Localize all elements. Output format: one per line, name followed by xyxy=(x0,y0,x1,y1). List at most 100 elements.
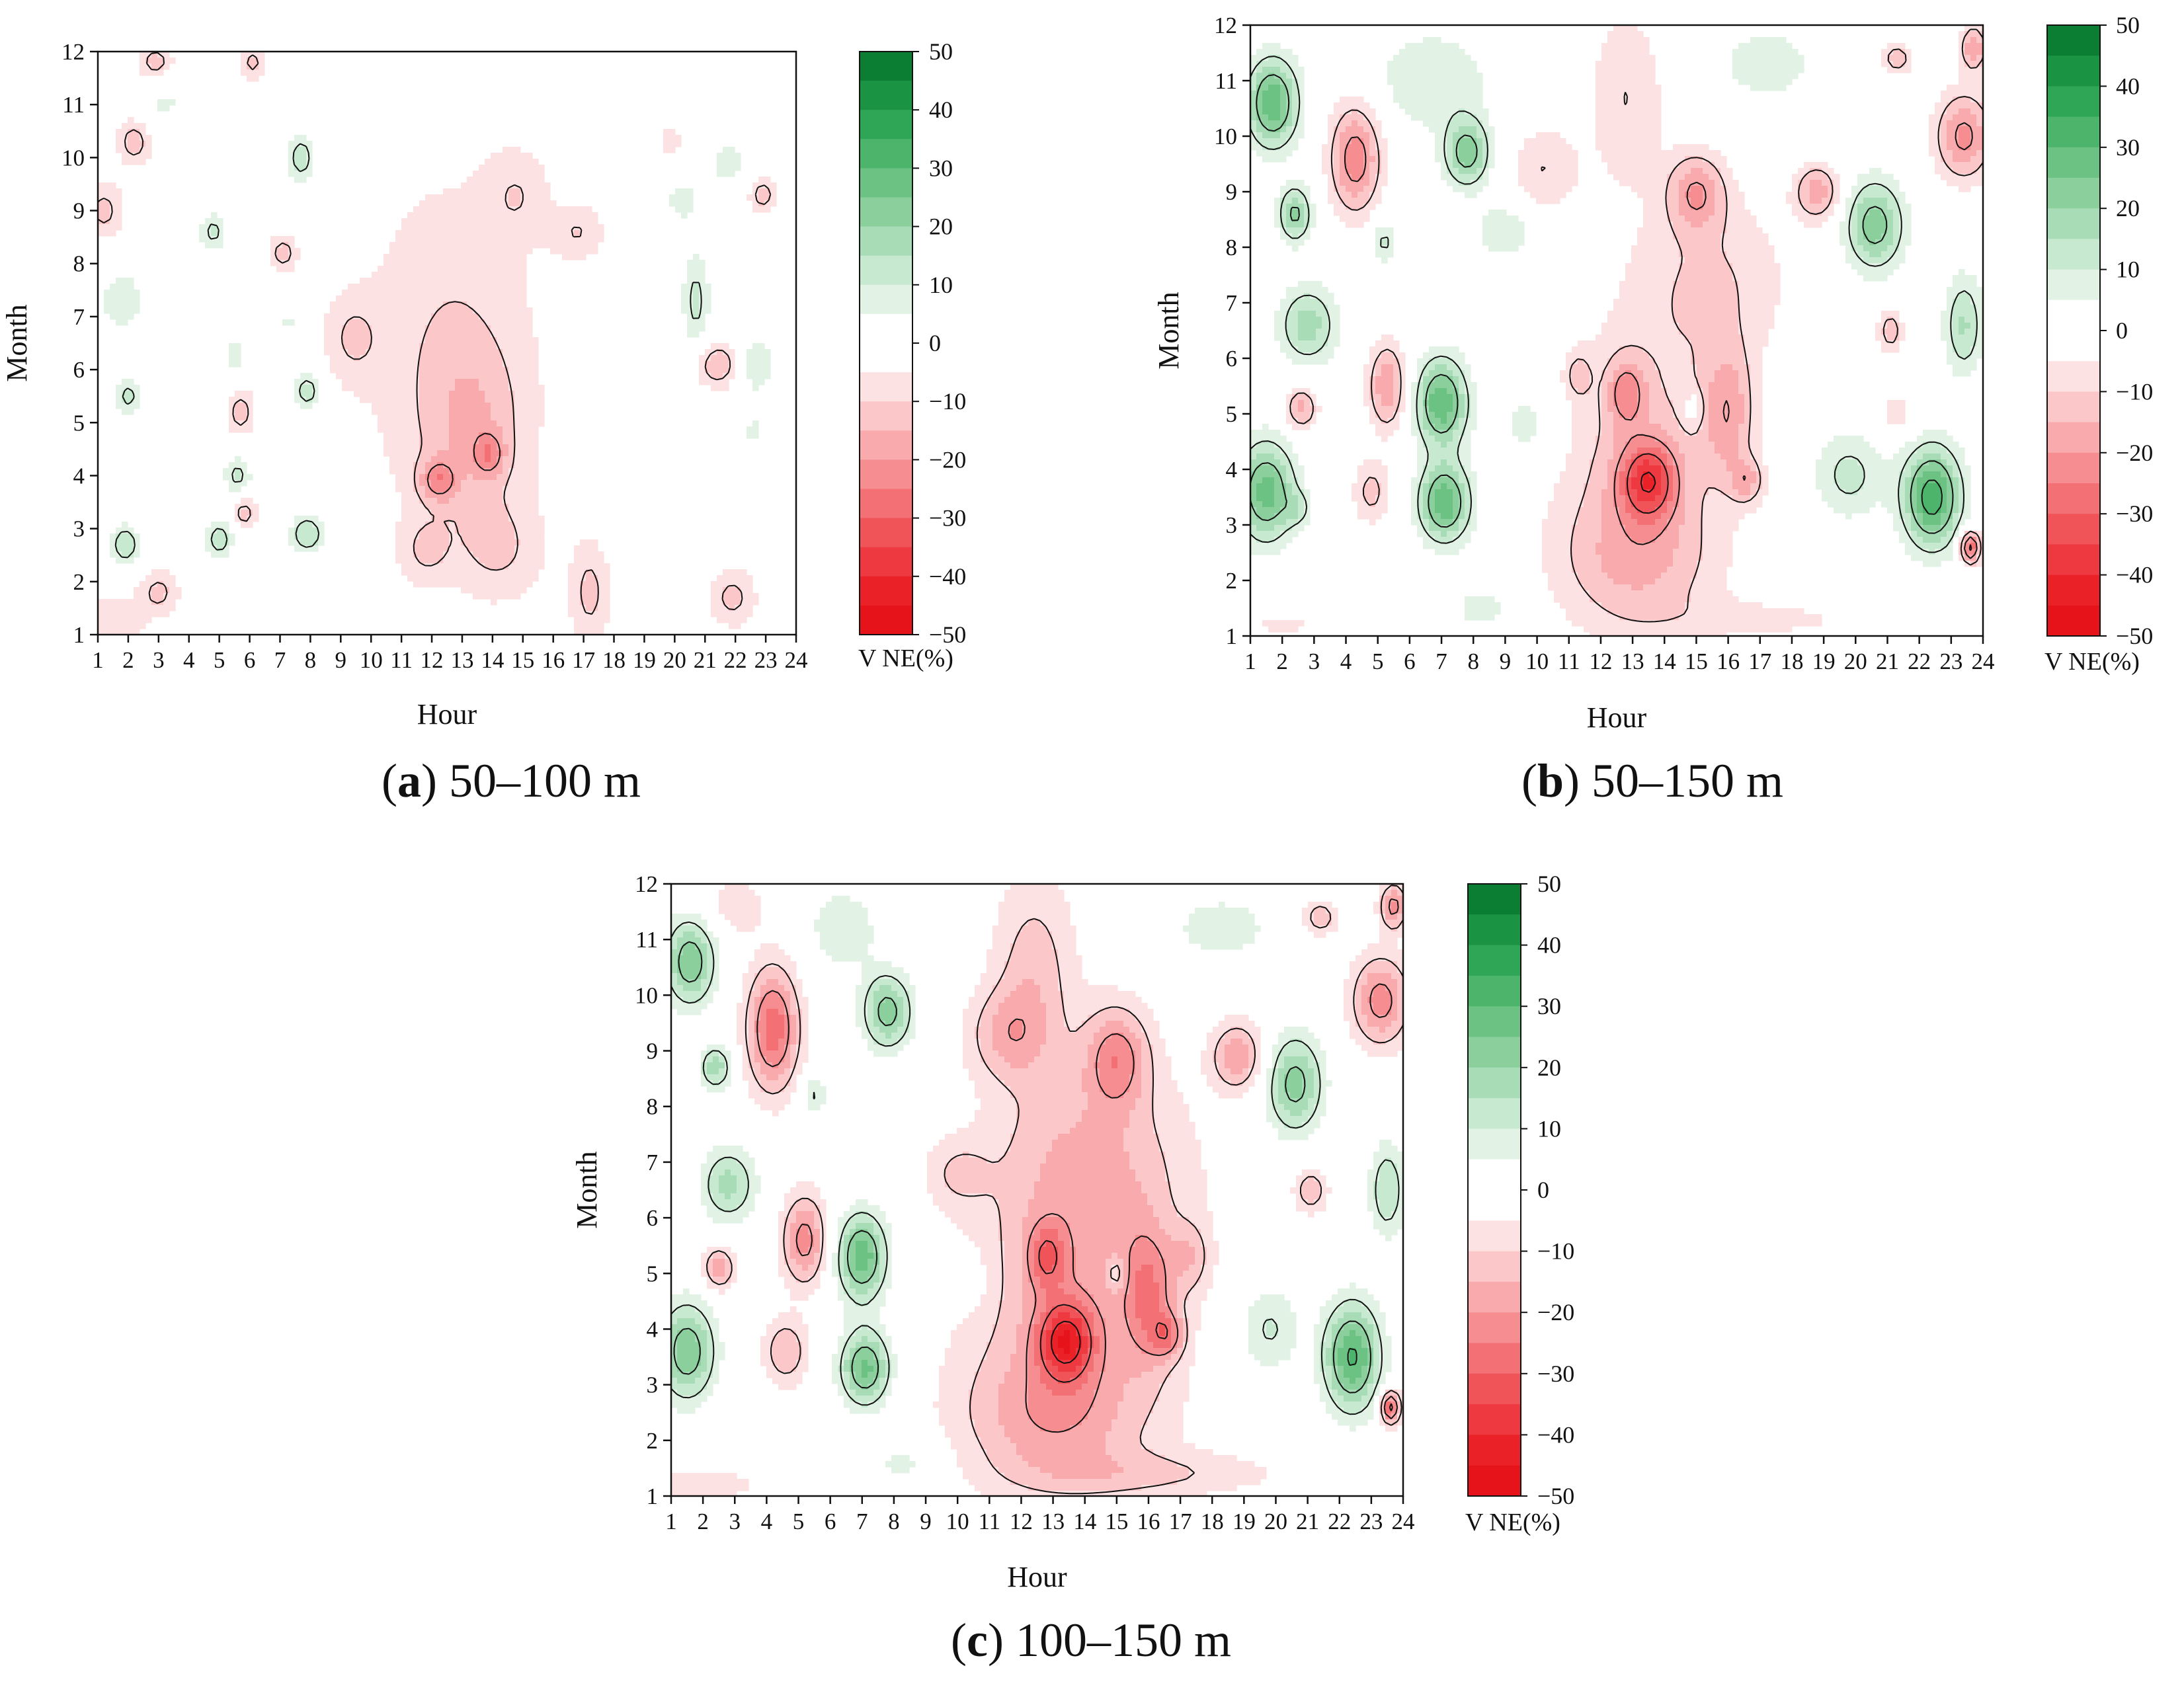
heatmap-cell xyxy=(1643,97,1650,103)
heatmap-cell xyxy=(1935,126,1941,133)
heatmap-cell xyxy=(1738,73,1745,79)
heatmap-cell xyxy=(1429,97,1436,103)
heatmap-cell xyxy=(467,212,473,219)
heatmap-cell xyxy=(1869,257,1876,264)
heatmap-cell xyxy=(1387,61,1394,67)
heatmap-cell xyxy=(1625,263,1632,270)
heatmap-cell xyxy=(491,266,497,272)
heatmap-cell xyxy=(1762,257,1769,264)
heatmap-cell xyxy=(503,409,509,415)
heatmap-cell xyxy=(532,492,539,498)
heatmap-cell xyxy=(384,313,390,320)
heatmap-cell xyxy=(592,623,598,629)
heatmap-cell xyxy=(514,165,521,171)
heatmap-cell xyxy=(443,361,450,368)
heatmap-cell xyxy=(1411,102,1418,109)
heatmap-cell xyxy=(300,533,307,540)
heatmap-cell xyxy=(544,236,551,243)
heatmap-cell xyxy=(1286,108,1293,115)
heatmap-cell xyxy=(1732,198,1739,204)
heatmap-cell xyxy=(526,533,533,540)
heatmap-cell xyxy=(508,414,515,421)
heatmap-cell xyxy=(163,58,170,64)
heatmap-cell xyxy=(1804,180,1810,186)
heatmap-cell xyxy=(723,593,729,600)
heatmap-cell xyxy=(1476,79,1483,85)
heatmap-cell xyxy=(604,587,610,594)
heatmap-cell xyxy=(485,361,491,368)
heatmap-cell xyxy=(532,361,539,368)
heatmap-cell xyxy=(384,367,390,374)
heatmap-cell xyxy=(1869,221,1876,228)
heatmap-cell xyxy=(532,420,539,427)
heatmap-cell xyxy=(1887,257,1894,264)
heatmap-cell xyxy=(1381,227,1388,234)
heatmap-cell xyxy=(503,319,509,326)
heatmap-cell xyxy=(503,414,509,421)
heatmap-cell xyxy=(508,575,515,582)
heatmap-cell xyxy=(497,522,503,528)
heatmap-cell xyxy=(1804,186,1810,192)
heatmap-cell xyxy=(1810,210,1816,216)
heatmap-cell xyxy=(503,480,509,487)
heatmap-cell xyxy=(1512,233,1519,240)
heatmap-cell xyxy=(455,218,462,225)
heatmap-cell xyxy=(1340,132,1346,139)
heatmap-cell xyxy=(532,385,539,391)
heatmap-cell xyxy=(437,194,444,201)
heatmap-cell xyxy=(568,248,575,255)
heatmap-cell xyxy=(1631,144,1638,151)
heatmap-cell xyxy=(467,397,473,403)
heatmap-cell xyxy=(1381,233,1388,240)
heatmap-cell xyxy=(747,361,753,368)
heatmap-cell xyxy=(1905,210,1912,216)
heatmap-cell xyxy=(1405,108,1412,115)
heatmap-cell xyxy=(1459,156,1465,163)
heatmap-cell xyxy=(401,557,408,564)
heatmap-cell xyxy=(1488,245,1495,252)
heatmap-cell xyxy=(1804,204,1810,210)
heatmap-cell xyxy=(1720,192,1727,198)
heatmap-cell xyxy=(1637,61,1644,67)
heatmap-cell xyxy=(1744,221,1751,228)
heatmap-cell xyxy=(229,486,235,493)
heatmap-cell xyxy=(514,153,521,159)
heatmap-cell xyxy=(1340,180,1346,186)
heatmap-cell xyxy=(1976,79,1983,85)
heatmap-cell xyxy=(1476,108,1483,115)
heatmap-cell xyxy=(1453,132,1459,139)
heatmap-cell xyxy=(764,355,771,362)
heatmap-cell xyxy=(461,397,467,403)
heatmap-cell xyxy=(443,438,450,445)
heatmap-cell xyxy=(503,260,509,266)
heatmap-cell xyxy=(1524,168,1531,175)
heatmap-cell xyxy=(1738,43,1745,50)
heatmap-cell xyxy=(520,456,527,463)
heatmap-cell xyxy=(401,480,408,487)
heatmap-cell xyxy=(134,403,140,409)
heatmap-cell xyxy=(1352,102,1358,109)
heatmap-cell xyxy=(395,409,402,415)
heatmap-cell xyxy=(1643,132,1650,139)
heatmap-cell xyxy=(1964,138,1971,145)
heatmap-cell xyxy=(1304,216,1311,222)
heatmap-cell xyxy=(122,403,128,409)
heatmap-cell xyxy=(413,403,420,409)
heatmap-cell xyxy=(467,545,473,552)
heatmap-cell xyxy=(389,260,396,266)
heatmap-cell xyxy=(1530,180,1537,186)
heatmap-cell xyxy=(1346,221,1352,228)
heatmap-cell xyxy=(425,307,432,314)
heatmap-cell xyxy=(288,319,295,326)
heatmap-cell xyxy=(568,599,575,606)
heatmap-cell xyxy=(1959,126,1965,133)
heatmap-cell xyxy=(1941,132,1947,139)
heatmap-cell xyxy=(604,611,610,617)
heatmap-cell xyxy=(1738,233,1745,240)
heatmap-cell xyxy=(407,349,414,356)
heatmap-cell xyxy=(300,135,307,141)
heatmap-cell xyxy=(449,266,456,272)
heatmap-cell xyxy=(1435,55,1441,61)
heatmap-cell xyxy=(1750,227,1757,234)
heatmap-cell xyxy=(681,194,688,201)
